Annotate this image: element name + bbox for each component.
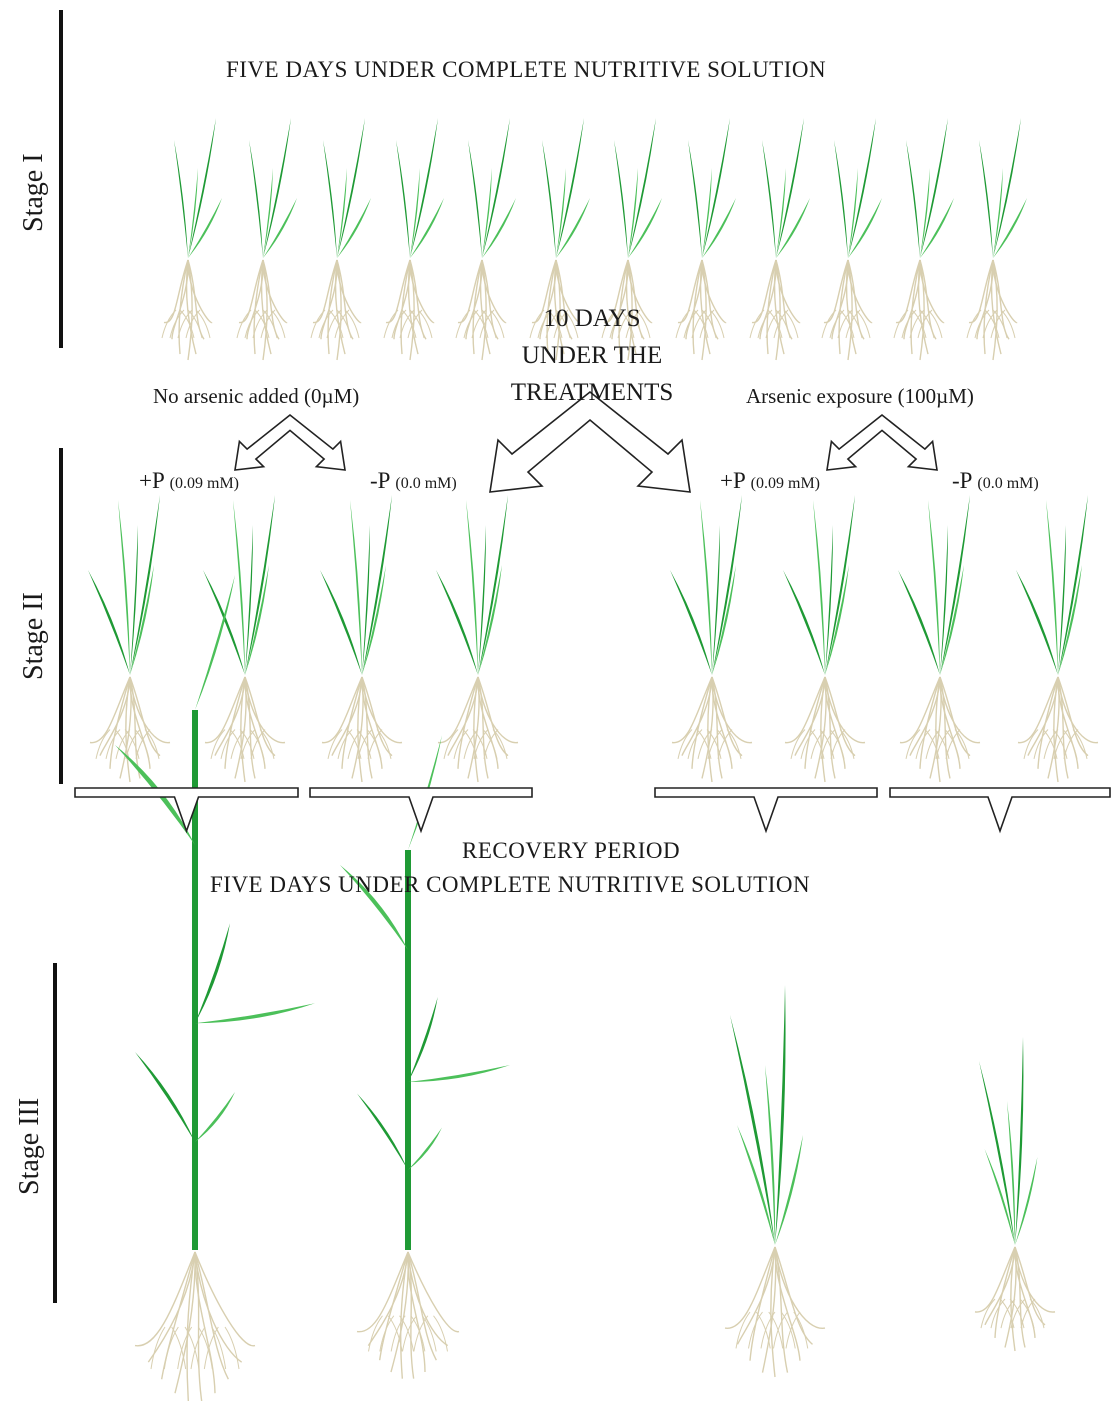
seedling-icon bbox=[115, 575, 315, 1401]
seedling-icon bbox=[749, 118, 810, 361]
stage1-title: FIVE DAYS UNDER COMPLETE NUTRITIVE SOLUT… bbox=[226, 57, 827, 82]
seedling-icon bbox=[898, 495, 981, 783]
minus-p-text: -P bbox=[370, 468, 390, 493]
minus-p-conc: (0.0 mM) bbox=[977, 475, 1039, 492]
bracket-arrow-icon bbox=[74, 787, 299, 834]
no-arsenic-label: No arsenic added (0µM) bbox=[153, 384, 360, 408]
group1-minus-p: -P (0.0 mM) bbox=[370, 468, 457, 494]
split-arrow-icon bbox=[234, 413, 346, 471]
stage2-label: Stage II bbox=[18, 592, 49, 680]
stage2-bar bbox=[59, 448, 63, 784]
recovery-solution-label: FIVE DAYS UNDER COMPLETE NUTRITIVE SOLUT… bbox=[210, 872, 811, 897]
seedling-icon bbox=[340, 735, 510, 1379]
plus-p-text: +P bbox=[720, 468, 745, 493]
recovery-label: RECOVERY PERIOD bbox=[462, 838, 681, 863]
stage3-label: Stage III bbox=[14, 1097, 45, 1195]
seedling-icon bbox=[236, 118, 297, 361]
stage1-bar bbox=[59, 10, 63, 348]
stage3-bar bbox=[53, 963, 57, 1303]
arrows-layer bbox=[74, 390, 1111, 834]
seedling-icon bbox=[974, 1037, 1056, 1352]
plus-p-conc: (0.09 mM) bbox=[750, 475, 820, 492]
seedling-icon bbox=[203, 495, 286, 783]
bracket-arrow-icon bbox=[309, 787, 533, 834]
group2-minus-p: -P (0.0 mM) bbox=[952, 468, 1039, 494]
treatment-under: UNDER THE bbox=[521, 342, 663, 369]
plus-p-text: +P bbox=[139, 468, 164, 493]
seedling-icon bbox=[601, 118, 662, 361]
seedling-icon bbox=[88, 495, 171, 783]
arsenic-label: Arsenic exposure (100µM) bbox=[746, 384, 974, 408]
seedling-icon bbox=[893, 118, 954, 361]
seedling-icon bbox=[966, 118, 1027, 361]
seedling-icon bbox=[529, 118, 590, 361]
seedling-icon bbox=[675, 118, 736, 361]
split-arrow-icon bbox=[826, 413, 938, 471]
seedling-icon bbox=[783, 495, 866, 783]
seedling-icon bbox=[161, 118, 222, 361]
group2-plus-p: +P (0.09 mM) bbox=[720, 468, 820, 494]
bracket-arrow-icon bbox=[889, 787, 1111, 834]
seedling-icon bbox=[1016, 495, 1099, 783]
plants-layer bbox=[88, 118, 1099, 1401]
split-arrow-icon bbox=[489, 390, 691, 493]
seedling-icon bbox=[320, 495, 403, 783]
seedling-icon bbox=[310, 118, 371, 361]
treatment-days: 10 DAYS bbox=[543, 305, 641, 332]
minus-p-text: -P bbox=[952, 468, 972, 493]
seedling-icon bbox=[383, 118, 444, 361]
seedling-icon bbox=[821, 118, 882, 361]
stage1-label: Stage I bbox=[18, 153, 49, 232]
seedling-icon bbox=[455, 118, 516, 361]
group1-plus-p: +P (0.09 mM) bbox=[139, 468, 239, 494]
seedling-icon bbox=[436, 495, 519, 783]
minus-p-conc: (0.0 mM) bbox=[395, 475, 457, 492]
bracket-arrow-icon bbox=[654, 787, 878, 834]
plus-p-conc: (0.09 mM) bbox=[169, 475, 239, 492]
seedling-icon bbox=[724, 985, 826, 1378]
treatment-word: TREATMENTS bbox=[510, 379, 674, 406]
seedling-icon bbox=[670, 495, 753, 783]
